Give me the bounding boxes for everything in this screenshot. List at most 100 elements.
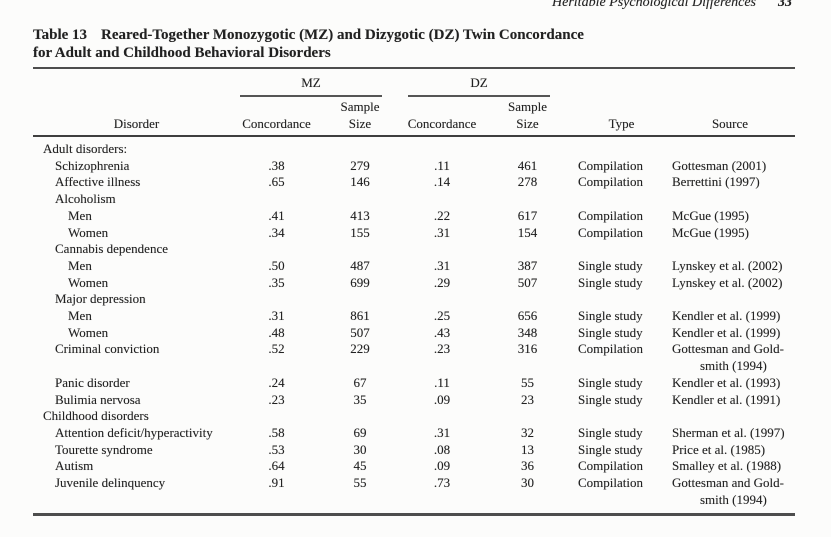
cell-dz-sample-size: 154	[517, 224, 538, 240]
cell-mz-concordance	[240, 408, 313, 425]
cell-type	[578, 141, 665, 158]
table-title-text: Reared-Together Monozygotic (MZ) and Diz…	[101, 27, 584, 43]
cell-disorder: Schizophrenia	[55, 157, 130, 173]
cell-source	[665, 191, 795, 208]
cell-disorder: Women	[68, 274, 109, 290]
table-row: Juvenile delinquency .91 55 .73 30 Compi…	[33, 475, 795, 508]
cell-mz-sample-size: 279	[350, 157, 370, 173]
table-row: Adult disorders:	[33, 141, 795, 158]
cell-source: Smalley et al. (1988)	[665, 458, 795, 475]
table-row: Affective illness .65 146 .14 278 Compil…	[33, 174, 795, 191]
cell-source: McGue (1995)	[665, 208, 795, 225]
cell-mz-concordance	[240, 191, 313, 208]
cell-source: Kendler et al. (1999)	[665, 308, 795, 325]
cell-mz-concordance	[240, 141, 313, 158]
source-line-1: Kendler et al. (1999)	[672, 324, 781, 340]
cell-dz-concordance: .09	[433, 458, 451, 474]
col-header-mz-concordance: Concordance	[242, 115, 311, 131]
source-line-1: McGue (1995)	[672, 224, 749, 240]
cell-mz-sample-size: 487	[350, 257, 370, 273]
cell-type: Compilation	[578, 157, 643, 173]
col-header-dz-concordance: Concordance	[407, 115, 477, 131]
col-header-dz-sample-size: Sample Size	[477, 99, 578, 132]
cell-disorder: Men	[68, 207, 92, 223]
cell-mz-concordance: .52	[268, 341, 285, 357]
cell-source: Sherman et al. (1997)	[665, 425, 795, 442]
table-label: Table 13	[33, 27, 88, 43]
cell-dz-sample-size: 316	[517, 341, 538, 357]
cell-dz-concordance: .14	[433, 174, 451, 190]
table-header: MZ DZ Disorder Concordance Sample Size C…	[33, 69, 795, 137]
cell-type: Compilation	[578, 341, 643, 357]
cell-type: Compilation	[578, 207, 643, 223]
source-line-1: Sherman et al. (1997)	[672, 424, 785, 440]
cell-mz-concordance: .91	[268, 475, 285, 491]
cell-mz-concordance: .24	[268, 374, 285, 390]
cell-disorder: Childhood disorders	[43, 408, 149, 424]
cell-mz-concordance	[240, 241, 313, 258]
cell-dz-concordance: .11	[434, 157, 450, 173]
cell-dz-sample-size: 55	[521, 374, 534, 390]
cell-mz-sample-size: 699	[350, 274, 370, 290]
table-row: Autism .64 45 .09 36 Compilation Smalley…	[33, 458, 795, 475]
cell-dz-sample-size: 278	[517, 174, 538, 190]
data-table: MZ DZ Disorder Concordance Sample Size C…	[33, 67, 795, 517]
cell-dz-concordance	[407, 408, 477, 425]
table-row: Alcoholism	[33, 191, 795, 208]
table-row: Panic disorder .24 67 .11 55 Single stud…	[33, 375, 795, 392]
cell-type: Single study	[578, 274, 643, 290]
source-line-1: Gottesman and Gold-	[672, 341, 784, 357]
table-row: Attention deficit/hyperactivity .58 69 .…	[33, 425, 795, 442]
size-word: Size	[516, 115, 539, 131]
cell-dz-sample-size	[477, 191, 578, 208]
cell-dz-sample-size	[477, 241, 578, 258]
table-row: Childhood disorders	[33, 408, 795, 425]
cell-dz-concordance	[407, 191, 477, 208]
table-row: Women .34 155 .31 154 Compilation McGue …	[33, 225, 795, 242]
table-row: Women .35 699 .29 507 Single study Lynsk…	[33, 275, 795, 292]
cell-type: Single study	[578, 391, 643, 407]
table-row: Women .48 507 .43 348 Single study Kendl…	[33, 325, 795, 342]
cell-source	[665, 408, 795, 425]
cell-mz-sample-size	[313, 141, 407, 158]
cell-mz-concordance: .58	[268, 424, 285, 440]
cell-mz-concordance: .34	[268, 224, 285, 240]
cell-mz-sample-size: 30	[353, 441, 367, 457]
cell-source: Lynskey et al. (2002)	[665, 275, 795, 292]
cell-disorder: Alcoholism	[55, 191, 116, 207]
cell-dz-sample-size: 461	[517, 157, 538, 173]
cell-mz-concordance: .50	[268, 257, 285, 273]
cell-type: Compilation	[578, 475, 643, 491]
cell-mz-sample-size	[313, 241, 407, 258]
cell-type: Compilation	[578, 458, 643, 474]
cell-source	[665, 141, 795, 158]
cell-disorder: Bulimia nervosa	[55, 391, 141, 407]
cell-source: Price et al. (1985)	[665, 442, 795, 459]
cell-dz-sample-size: 507	[517, 274, 538, 290]
source-line-1: Gottesman (2001)	[672, 157, 767, 173]
cell-dz-sample-size	[477, 408, 578, 425]
cell-mz-concordance: .38	[268, 157, 285, 173]
cell-dz-sample-size: 23	[521, 391, 534, 407]
spanner-dz: DZ	[408, 75, 550, 97]
cell-mz-sample-size: 45	[353, 458, 367, 474]
cell-source: Lynskey et al. (2002)	[665, 258, 795, 275]
cell-dz-concordance: .08	[433, 441, 451, 457]
source-line-1: Kendler et al. (1993)	[672, 374, 781, 390]
cell-source: Gottesman and Gold- smith (1994)	[665, 475, 795, 508]
cell-source: Berrettini (1997)	[665, 174, 795, 191]
col-header-source: Source	[711, 115, 749, 131]
cell-source: Kendler et al. (1991)	[665, 392, 795, 409]
cell-disorder: Juvenile delinquency	[55, 475, 166, 491]
table-row: Major depression	[33, 291, 795, 308]
cell-dz-sample-size: 656	[517, 308, 538, 324]
cell-type	[578, 291, 665, 308]
source-line-2: smith (1994)	[700, 491, 767, 507]
cell-source	[665, 241, 795, 258]
cell-mz-sample-size	[313, 291, 407, 308]
table-title: Table 13 Reared-Together Monozygotic (MZ)…	[33, 26, 753, 62]
source-line-1: Kendler et al. (1999)	[672, 308, 781, 324]
table-bottom-rule	[33, 513, 795, 517]
table-row: Schizophrenia .38 279 .11 461 Compilatio…	[33, 158, 795, 175]
cell-dz-concordance: .31	[433, 424, 451, 440]
